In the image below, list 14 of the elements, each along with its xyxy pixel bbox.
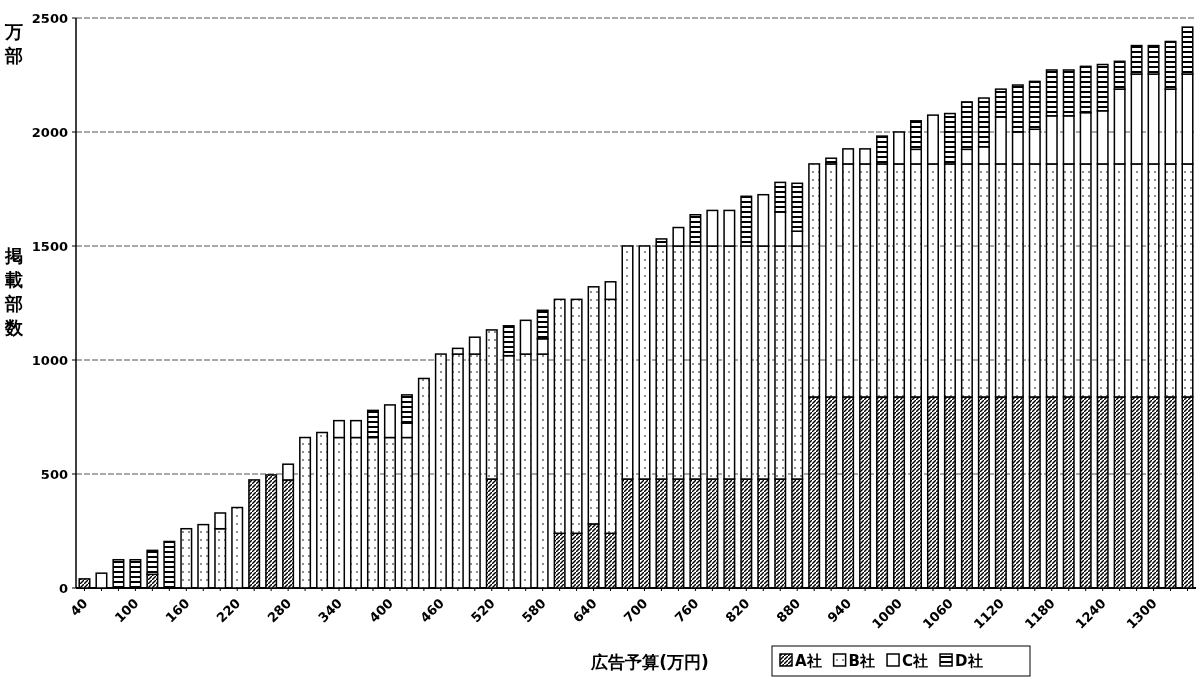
x-tick-label: 40 xyxy=(67,595,91,619)
y-tick-label: 1000 xyxy=(31,353,68,368)
y-tick-label: 2000 xyxy=(31,125,68,140)
legend-label: D社 xyxy=(955,652,983,670)
y-tick-label: 1500 xyxy=(31,239,68,254)
text: 万部 xyxy=(4,21,23,66)
legend-label: C社 xyxy=(902,652,929,670)
legend-label: A社 xyxy=(795,652,822,670)
y-tick-label: 2500 xyxy=(31,11,68,26)
x-axis-title: 広告予算(万円) xyxy=(590,652,709,672)
legend-label: B社 xyxy=(848,652,876,670)
y-tick-label: 500 xyxy=(40,467,68,482)
y-tick-label: 0 xyxy=(58,581,68,596)
y-axis-title: 掲載部数 xyxy=(4,245,24,338)
